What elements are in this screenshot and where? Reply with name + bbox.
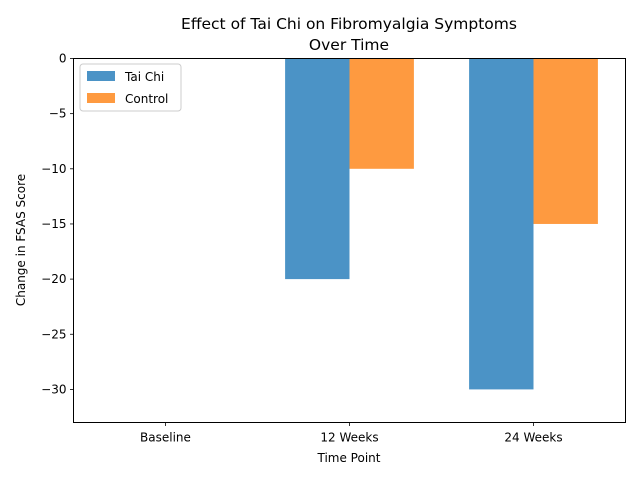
legend-swatch-tai-chi <box>87 71 115 81</box>
x-tick-label-baseline: Baseline <box>140 431 191 445</box>
chart-title-line-2: Over Time <box>309 36 389 54</box>
bar-control-12-weeks <box>349 58 414 169</box>
y-tick-label: 0 <box>59 52 67 66</box>
plot-frame <box>73 58 626 423</box>
y-tick-label: −5 <box>49 107 67 121</box>
legend-label-control: Control <box>125 92 168 106</box>
bar-control-24-weeks <box>533 58 598 224</box>
bar-tai-chi-24-weeks <box>469 58 534 390</box>
y-tick-label: −10 <box>41 162 66 176</box>
y-tick-label: −15 <box>41 217 66 231</box>
y-axis-ticks: 0 −5 −10 −15 −20 −25 −30 <box>41 52 74 396</box>
x-axis-label: Time Point <box>317 451 381 465</box>
bars-group <box>285 58 598 390</box>
y-tick-label: −20 <box>41 272 66 286</box>
y-tick-label: −25 <box>41 327 66 341</box>
legend-label-tai-chi: Tai Chi <box>124 70 164 84</box>
y-axis-label: Change in FSAS Score <box>14 174 28 306</box>
legend-swatch-control <box>87 93 115 103</box>
bar-tai-chi-12-weeks <box>285 58 350 280</box>
chart-title-line-1: Effect of Tai Chi on Fibromyalgia Sympto… <box>181 15 517 33</box>
legend: Tai Chi Control <box>79 63 182 112</box>
x-tick-label-24-weeks: 24 Weeks <box>504 431 562 445</box>
x-axis-ticks: Baseline 12 Weeks 24 Weeks <box>140 422 563 445</box>
y-tick-label: −30 <box>41 382 66 396</box>
x-tick-label-12-weeks: 12 Weeks <box>320 431 378 445</box>
